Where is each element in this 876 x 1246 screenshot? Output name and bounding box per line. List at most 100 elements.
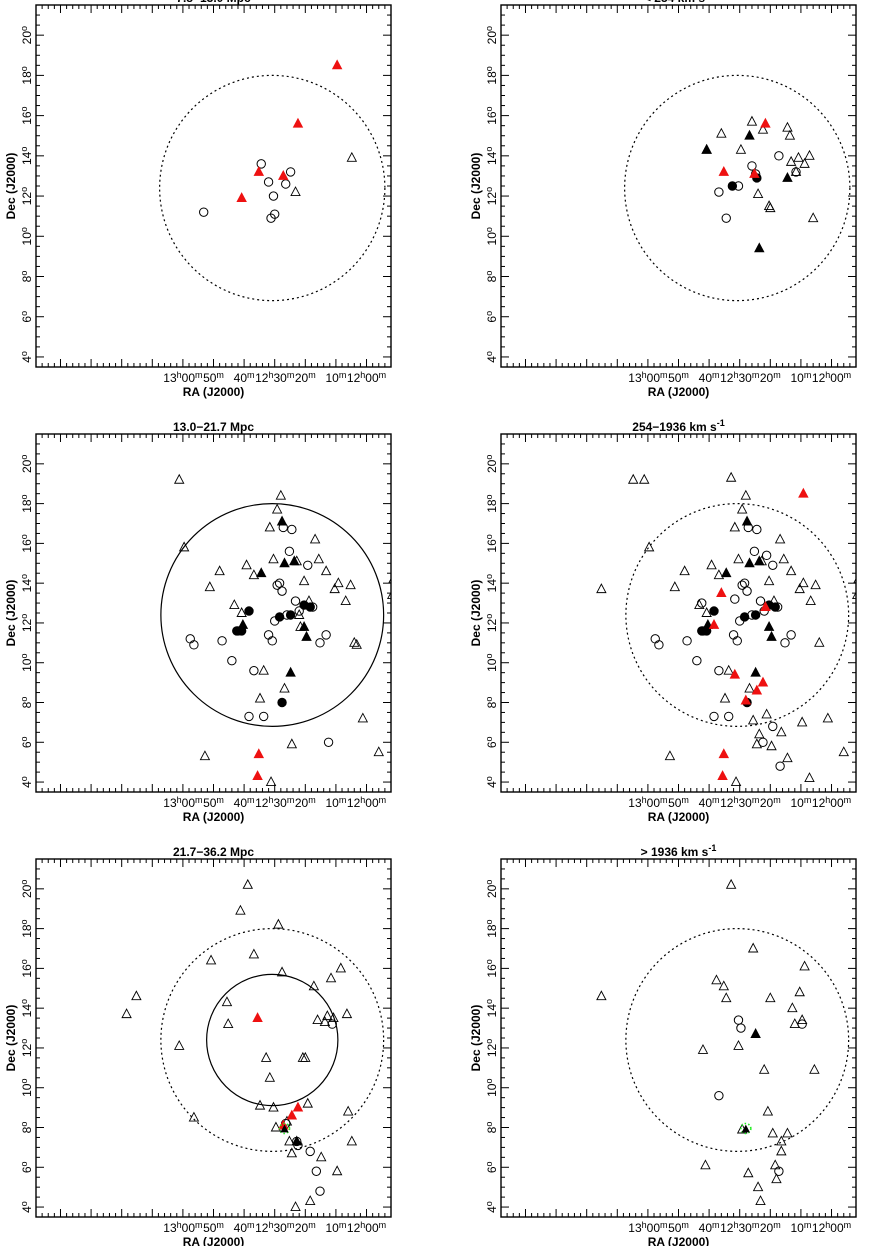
open-triangle-marker: [325, 972, 337, 983]
y-tick-label: 10o: [19, 227, 34, 245]
x-tick-label: 50m: [668, 795, 689, 810]
open-triangle-marker: [744, 682, 755, 693]
y-tick-label: 10o: [484, 1079, 499, 1097]
y-axis-label: Dec (J2000): [4, 1005, 18, 1072]
y-axis: 4o 6o 8o 10o 12o 14o 16o 18o 20o Dec (J2000): [4, 4, 391, 368]
solid-ring: [160, 503, 385, 727]
open-triangle-marker: [799, 960, 810, 971]
open-triangle-marker: [333, 577, 344, 588]
x-tick-label: 40m: [234, 370, 255, 385]
open-circle-marker: [277, 586, 287, 596]
open-circle-marker: [709, 711, 719, 722]
chart-panel-5: 21.7−36.2 Mpc 13h00m 50m 40m 12h30m 20m 10m 12h…: [4, 845, 392, 1246]
y-tick-label: 14o: [484, 999, 499, 1017]
y-axis: 4o 6o 8o 10o 12o 14o 16o 18o 20o Dec (J2000): [469, 4, 856, 368]
open-triangle-marker: [766, 740, 777, 751]
open-triangle-marker: [276, 966, 288, 977]
open-triangle-marker: [723, 664, 734, 675]
open-triangle-marker: [725, 878, 737, 889]
y-tick-label: 16o: [484, 959, 499, 977]
y-tick-label: 12o: [19, 187, 34, 205]
open-triangle-marker: [265, 776, 277, 787]
red-triangle-marker: [798, 487, 809, 498]
filled-triangle-marker: [279, 557, 290, 568]
open-triangle-marker: [290, 1201, 301, 1212]
open-triangle-marker: [286, 1147, 298, 1158]
open-triangle-marker: [805, 595, 816, 606]
open-triangle-marker: [697, 1043, 709, 1054]
open-triangle-marker: [178, 541, 190, 552]
open-circle-marker: [714, 1090, 724, 1101]
filled-triangle-marker: [701, 143, 712, 154]
open-circle-marker: [650, 634, 660, 644]
y-axis-label: Dec (J2000): [469, 1005, 483, 1072]
open-triangle-marker: [789, 1018, 801, 1029]
open-triangle-marker: [248, 948, 260, 959]
x-axis-label: RA (J2000): [648, 810, 710, 824]
open-circle-marker: [321, 630, 331, 640]
red-triangle-marker: [253, 165, 265, 176]
open-triangle-marker: [254, 692, 266, 703]
y-tick-label: 12o: [19, 1039, 34, 1057]
x-tick-label: 50m: [203, 795, 224, 810]
x-tick-label: 12h30m: [720, 370, 759, 385]
open-triangle-marker: [796, 716, 808, 727]
open-triangle-marker: [757, 123, 769, 134]
x-tick-label: 12h30m: [720, 1220, 759, 1235]
open-triangle-marker: [308, 980, 320, 991]
open-triangle-marker: [785, 565, 797, 576]
open-triangle-marker: [335, 962, 347, 973]
open-circle-marker: [775, 761, 785, 771]
dotted-ring: [160, 928, 385, 1152]
plot-frame: [500, 4, 857, 368]
open-circle-marker: [244, 711, 254, 722]
y-tick-label: 4o: [19, 351, 34, 363]
y-axis: 4o 6o 8o 10o 12o 14o 16o 18o 20o Dec (J2000): [4, 858, 391, 1218]
open-triangle-marker: [315, 1151, 327, 1162]
y-tick-label: 20o: [484, 880, 499, 898]
open-triangle-marker: [851, 591, 856, 600]
open-triangle-marker: [822, 712, 834, 723]
red-triangle-marker: [760, 117, 771, 128]
open-triangle-marker: [718, 980, 730, 991]
open-triangle-marker: [235, 904, 246, 915]
filled-circle-marker: [274, 612, 285, 622]
x-tick-label: 40m: [234, 795, 255, 810]
open-triangle-marker: [322, 1010, 333, 1021]
open-circle-marker: [267, 636, 277, 646]
x-tick-label: 12h00m: [347, 795, 386, 810]
open-circle-marker: [742, 586, 752, 596]
open-triangle-marker: [596, 990, 607, 1001]
open-circle-marker: [774, 151, 784, 161]
open-triangle-marker: [767, 1127, 779, 1138]
chart-panel-3: 13.0−21.7 Mpc 13h00m 50m 40m 12h30m 20m 10m 12h…: [4, 420, 392, 824]
red-triangle-marker: [716, 587, 727, 598]
open-circle-marker: [258, 711, 269, 722]
panel-title: < 254 km s-1: [644, 0, 713, 5]
open-triangle-marker: [286, 738, 298, 749]
open-circle-marker: [217, 636, 227, 646]
y-tick-label: 14o: [484, 574, 499, 592]
filled-triangle-marker: [720, 567, 732, 578]
green-dotted-marker: [278, 1122, 291, 1135]
filled-triangle-marker: [280, 1124, 289, 1133]
x-tick-label: 13h00m: [628, 795, 667, 810]
y-tick-label: 8o: [484, 697, 499, 709]
open-triangle-marker: [340, 595, 351, 606]
plot-frame: [35, 433, 392, 793]
open-triangle-marker: [752, 1181, 764, 1192]
open-triangle-marker: [264, 521, 276, 532]
open-triangle-marker: [701, 607, 712, 617]
open-triangle-marker: [720, 992, 732, 1003]
red-triangle-marker: [729, 668, 741, 679]
open-triangle-marker: [700, 1159, 711, 1170]
open-triangle-marker: [733, 553, 744, 564]
open-triangle-marker: [746, 115, 758, 126]
open-triangle-marker: [769, 1159, 781, 1170]
x-tick-label: 10m: [325, 795, 346, 810]
open-triangle-marker: [719, 692, 731, 703]
open-triangle-marker: [241, 559, 252, 570]
region-rings: [624, 74, 851, 302]
open-triangle-marker: [345, 579, 356, 590]
